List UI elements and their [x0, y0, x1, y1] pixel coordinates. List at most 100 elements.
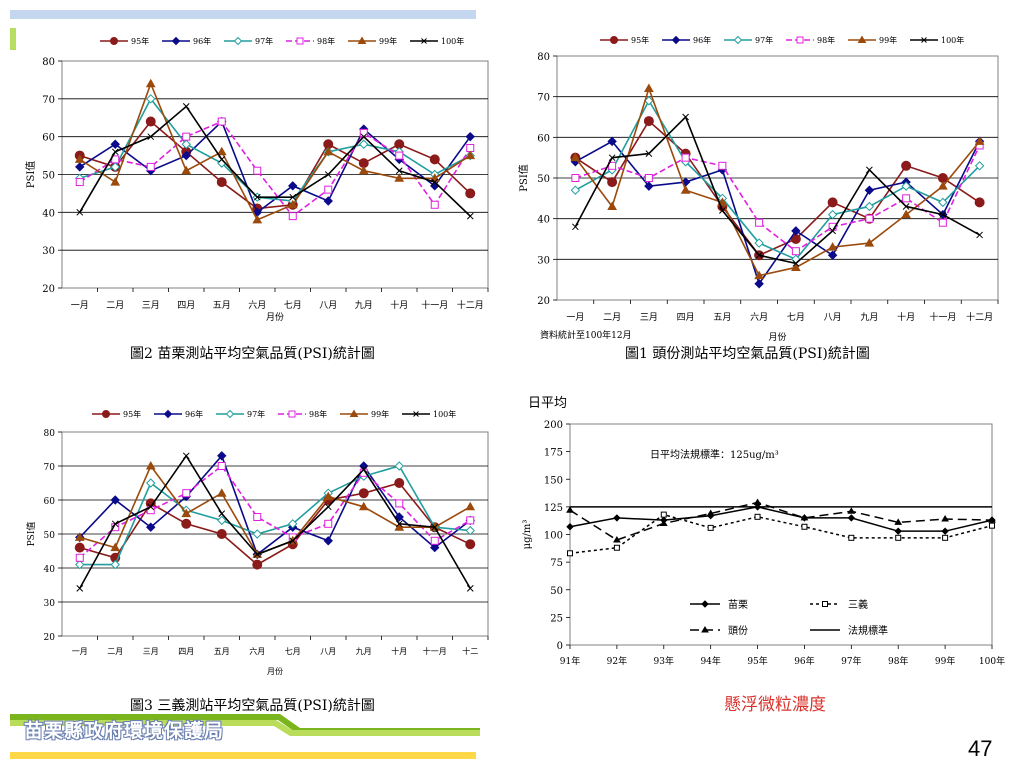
data-point	[111, 520, 119, 528]
data-point	[939, 211, 947, 218]
legend-marker	[857, 35, 867, 43]
x-tick-label: 三月	[143, 647, 159, 656]
data-point	[146, 94, 156, 104]
legend-label: 100年	[441, 36, 464, 46]
data-point	[111, 155, 120, 164]
data-point	[252, 559, 263, 570]
x-tick-label: 九月	[356, 647, 372, 656]
x-tick-label: 十月	[391, 646, 407, 656]
y-tick-label: 80	[42, 57, 55, 68]
x-tick-label: 七月	[787, 312, 805, 323]
y-tick-label: 100	[544, 531, 563, 542]
data-point	[465, 131, 475, 142]
data-point	[359, 139, 369, 149]
legend-marker	[822, 601, 828, 607]
y-tick-label: 20	[42, 284, 55, 295]
data-point	[901, 209, 911, 219]
legend-marker	[671, 35, 681, 45]
data-point	[644, 174, 653, 182]
data-point	[571, 174, 580, 182]
data-point	[465, 150, 476, 160]
x-tick-label: 六月	[750, 311, 768, 323]
x-tick-label: 99年	[935, 655, 955, 667]
y-tick-label: 50	[44, 531, 56, 541]
y-axis-label: PSI值	[24, 161, 37, 189]
x-tick-label: 六月	[248, 299, 266, 311]
data-point	[707, 524, 714, 531]
data-point	[755, 218, 764, 227]
data-point	[110, 542, 121, 552]
legend-marker	[171, 36, 181, 46]
legend-label: 97年	[755, 35, 773, 45]
data-point	[289, 537, 297, 545]
data-point	[75, 162, 85, 172]
legend-label: 96年	[193, 36, 211, 46]
data-point	[217, 117, 226, 126]
x-tick-label: 七月	[284, 300, 302, 311]
x-tick-label: 96年	[794, 655, 814, 667]
data-point	[181, 508, 192, 518]
legend-marker	[610, 36, 618, 44]
data-point	[324, 185, 333, 194]
x-tick-label: 94年	[700, 655, 720, 667]
data-point	[938, 181, 948, 190]
data-point	[110, 177, 121, 186]
data-point	[288, 181, 298, 191]
y-tick-label: 30	[537, 255, 550, 266]
y-tick-label: 70	[44, 463, 56, 473]
x-tick-label: 七月	[285, 647, 301, 656]
data-point	[989, 522, 995, 529]
legend-label: 97年	[247, 409, 265, 419]
data-point	[901, 160, 912, 171]
data-point	[902, 203, 910, 210]
legend-label: 苗栗	[728, 599, 748, 611]
y-tick-label: 200	[544, 420, 563, 431]
data-point	[570, 152, 581, 162]
data-point	[988, 516, 996, 523]
legend-label: 100年	[433, 409, 456, 419]
y-tick-label: 125	[544, 503, 563, 514]
daily-average-label: 日平均	[528, 396, 568, 411]
x-tick-label: 二月	[603, 312, 621, 323]
data-point	[182, 452, 190, 460]
x-tick-label: 五月	[713, 312, 731, 323]
data-point	[974, 161, 985, 171]
data-point	[938, 197, 948, 208]
data-point	[218, 510, 226, 517]
data-point	[801, 523, 808, 530]
x-tick-label: 十二	[462, 646, 478, 656]
data-point	[974, 197, 985, 208]
data-point	[216, 488, 227, 497]
legend-label: 98年	[817, 35, 835, 45]
legend-marker	[701, 600, 709, 608]
series-line-5	[79, 454, 471, 589]
data-point	[829, 227, 836, 235]
data-point	[894, 518, 903, 525]
y-tick-label: 20	[537, 296, 550, 307]
data-point	[217, 462, 226, 470]
data-point	[252, 214, 263, 224]
x-tick-label: 六月	[249, 646, 265, 656]
y-tick-label: 150	[544, 475, 563, 486]
x-axis-label: 月份	[266, 311, 284, 323]
y-axis-label: μg/m³	[522, 520, 533, 550]
data-point	[566, 506, 574, 513]
data-point	[145, 78, 156, 88]
miaoli-psi-chart: 20 30 40 50 60 70 80 一月 二月 三月 四月 五月 六月 七月 八月 九月 十月 十一月 十二月…	[0, 28, 500, 338]
data-point	[323, 536, 333, 546]
data-point	[718, 161, 727, 170]
x-tick-label: 93年	[654, 655, 674, 667]
data-point	[431, 178, 439, 186]
x-tick-label: 95年	[747, 655, 767, 667]
data-point	[827, 209, 838, 220]
data-point	[110, 559, 120, 570]
series-line-2	[574, 99, 981, 261]
legend-label: 99年	[379, 36, 397, 46]
y-tick-label: 60	[42, 133, 55, 144]
series-line-0	[79, 120, 471, 210]
data-point	[827, 250, 838, 260]
legend-label: 96年	[185, 409, 203, 419]
data-point	[182, 489, 191, 498]
x-tick-label: 八月	[824, 312, 842, 323]
legend-label: 三義	[848, 598, 868, 611]
